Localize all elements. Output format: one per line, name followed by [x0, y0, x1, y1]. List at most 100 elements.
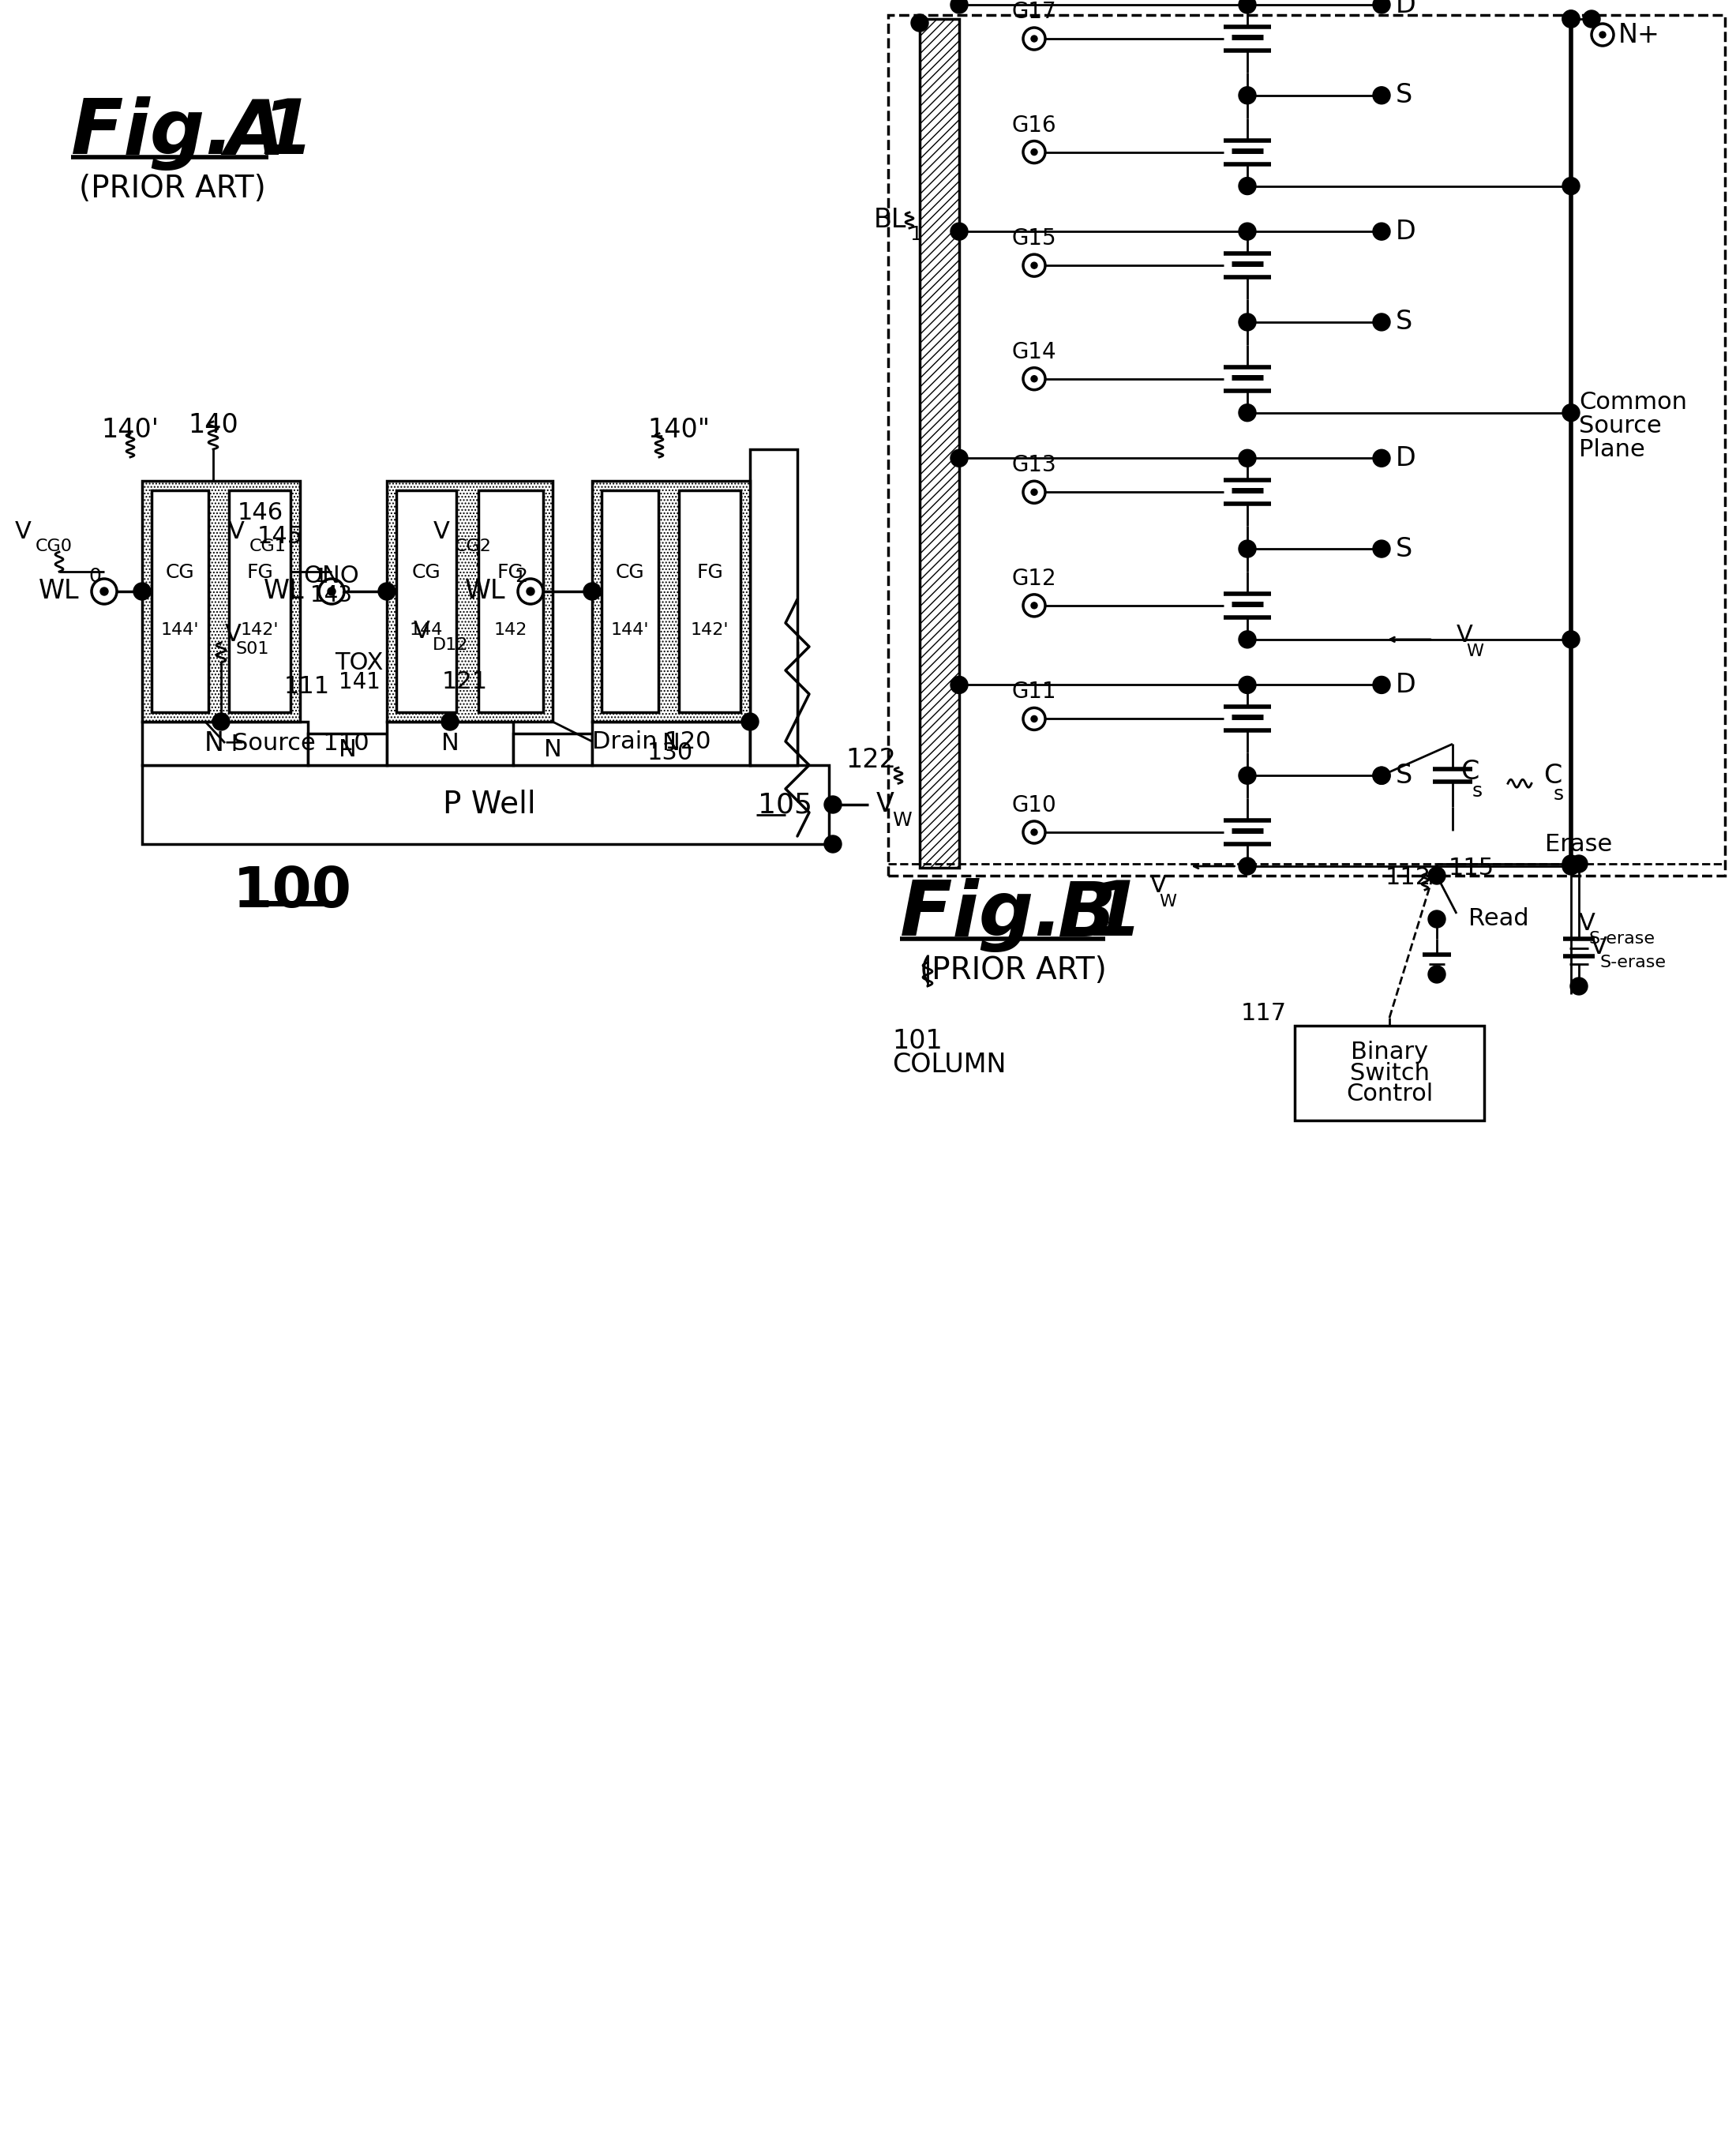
Text: N+: N+ — [205, 729, 247, 757]
Text: Drain 120: Drain 120 — [592, 729, 712, 753]
Text: V: V — [1580, 911, 1595, 935]
Text: S: S — [1396, 761, 1413, 789]
Text: G12: G12 — [1012, 567, 1057, 590]
Circle shape — [1240, 314, 1257, 332]
Text: V: V — [226, 622, 241, 646]
Text: N: N — [441, 732, 458, 755]
Text: 112: 112 — [1385, 866, 1432, 890]
Text: 1: 1 — [910, 225, 922, 244]
Text: P Well: P Well — [443, 789, 536, 819]
Circle shape — [1240, 631, 1257, 648]
Text: Source 110: Source 110 — [233, 732, 370, 755]
Text: 105: 105 — [759, 791, 812, 817]
Circle shape — [951, 222, 969, 240]
Text: Fig. 1: Fig. 1 — [899, 877, 1142, 952]
Text: 1: 1 — [314, 567, 326, 586]
Circle shape — [1023, 708, 1045, 729]
Bar — [387, 481, 552, 721]
Circle shape — [1023, 28, 1045, 49]
Circle shape — [1373, 541, 1391, 558]
Text: G16: G16 — [1012, 113, 1057, 137]
Text: D: D — [1396, 0, 1417, 17]
Text: FG: FG — [496, 563, 524, 582]
Text: A: A — [226, 96, 285, 171]
Text: Read: Read — [1469, 907, 1529, 930]
Circle shape — [1023, 481, 1045, 503]
Bar — [142, 721, 307, 766]
Circle shape — [1592, 24, 1614, 45]
Text: C: C — [1460, 759, 1479, 785]
Text: (PRIOR ART): (PRIOR ART) — [78, 173, 266, 203]
Circle shape — [1031, 263, 1038, 270]
Circle shape — [911, 15, 929, 32]
Text: TOX: TOX — [335, 650, 384, 674]
Bar — [889, 15, 1726, 875]
Circle shape — [583, 582, 601, 601]
Circle shape — [1373, 676, 1391, 693]
Circle shape — [319, 580, 344, 603]
Text: G15: G15 — [1012, 227, 1057, 250]
Circle shape — [1583, 11, 1601, 28]
Text: 142: 142 — [493, 622, 528, 637]
Text: 142': 142' — [241, 622, 279, 637]
Text: COLUMN: COLUMN — [892, 1052, 1007, 1078]
Text: B: B — [1057, 879, 1116, 952]
Circle shape — [378, 582, 396, 601]
Text: 141: 141 — [339, 672, 380, 693]
Text: WL: WL — [38, 578, 78, 605]
Text: s: s — [1472, 783, 1483, 800]
Text: G11: G11 — [1012, 680, 1057, 704]
Text: S: S — [1396, 308, 1413, 336]
Bar — [151, 490, 208, 712]
Text: Fig. 1: Fig. 1 — [71, 96, 314, 171]
Text: 121: 121 — [443, 672, 488, 693]
Circle shape — [1240, 541, 1257, 558]
Circle shape — [1031, 376, 1038, 383]
Text: S-erase: S-erase — [1601, 954, 1667, 971]
Text: 144': 144' — [611, 622, 649, 637]
Text: V: V — [16, 520, 31, 543]
Circle shape — [1240, 0, 1257, 13]
Text: CG0: CG0 — [35, 539, 73, 554]
Text: D: D — [1396, 445, 1417, 471]
Text: Binary: Binary — [1351, 1042, 1429, 1063]
Text: V: V — [413, 620, 431, 642]
Circle shape — [212, 712, 229, 729]
Bar — [229, 490, 290, 712]
Circle shape — [1031, 603, 1038, 610]
Text: 101: 101 — [892, 1029, 943, 1055]
Bar — [142, 766, 828, 845]
Text: G13: G13 — [1012, 453, 1057, 477]
Text: W: W — [892, 811, 911, 830]
Text: 122: 122 — [845, 747, 896, 772]
Bar — [750, 642, 797, 766]
Circle shape — [1562, 178, 1580, 195]
Circle shape — [1599, 32, 1606, 39]
Bar — [514, 734, 592, 766]
Circle shape — [825, 796, 842, 813]
Circle shape — [1562, 11, 1580, 28]
Bar — [592, 481, 750, 721]
Circle shape — [1240, 178, 1257, 195]
Text: 144: 144 — [410, 622, 443, 637]
Text: Common: Common — [1580, 391, 1687, 413]
Circle shape — [1240, 858, 1257, 875]
Bar — [387, 721, 514, 766]
Circle shape — [1562, 11, 1580, 28]
Circle shape — [951, 0, 969, 13]
Circle shape — [1031, 717, 1038, 723]
Text: CG: CG — [616, 563, 644, 582]
Text: ONO: ONO — [304, 565, 359, 586]
Bar — [602, 490, 658, 712]
Bar — [477, 490, 543, 712]
Circle shape — [1031, 150, 1038, 156]
Bar — [307, 734, 387, 766]
Circle shape — [1023, 368, 1045, 389]
Circle shape — [1031, 830, 1038, 836]
Circle shape — [1240, 676, 1257, 693]
Circle shape — [328, 588, 335, 595]
Text: 140': 140' — [101, 417, 160, 443]
Text: V: V — [227, 520, 245, 543]
Circle shape — [1031, 490, 1038, 496]
Bar — [142, 481, 300, 721]
